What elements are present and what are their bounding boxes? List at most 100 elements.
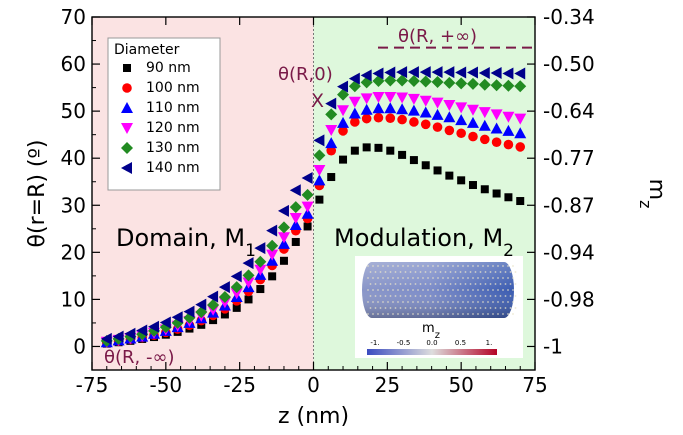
inset-spin-dot (477, 265, 479, 267)
data-point (339, 155, 348, 164)
inset-spin-dot (477, 313, 479, 315)
legend-item: 100 nm (122, 80, 200, 96)
data-point (279, 256, 288, 265)
data-point (301, 201, 314, 213)
x-axis-label: z (nm) (278, 404, 349, 429)
inset-spin-dot (499, 307, 502, 309)
data-point (455, 102, 468, 114)
inset-spin-dot (492, 289, 494, 291)
data-point (398, 150, 407, 159)
inset-spin-dot (452, 301, 454, 303)
inset-spin-dot (439, 307, 442, 309)
inset-spin-dot (384, 295, 387, 297)
data-point (516, 197, 525, 206)
inset-spin-dot (472, 313, 474, 315)
inset-spin-dot (482, 313, 484, 315)
inset-spin-dot (512, 289, 514, 291)
data-point (266, 224, 278, 237)
legend-marker (121, 162, 132, 174)
inset-spin-dot (467, 313, 469, 315)
inset-spin-dot (464, 295, 467, 297)
inset-spin-dot (377, 277, 379, 279)
colorbar-tick-label: -1. (370, 339, 379, 347)
inset-spin-dot (404, 295, 407, 297)
inset-spin-dot (399, 271, 402, 273)
data-point (338, 126, 348, 136)
inset-spin-dot (432, 289, 434, 291)
data-point (409, 156, 418, 165)
inset-spin-dot (417, 301, 419, 303)
data-point (409, 117, 419, 127)
x-tick-label: 0 (307, 373, 320, 397)
data-point (502, 111, 515, 123)
inset-spin-dot (514, 271, 517, 273)
data-point (207, 299, 220, 312)
inset-spin-dot (402, 313, 404, 315)
inset-spin-dot (494, 283, 497, 285)
x-tick-label: 50 (448, 373, 473, 397)
y2-axis-label: mz (637, 179, 670, 209)
x-tick-label: -75 (76, 373, 109, 397)
data-point (372, 92, 385, 104)
data-point (492, 189, 501, 198)
inset-spin-dot (417, 277, 419, 279)
inset-spin-dot (374, 307, 377, 309)
inset-spin-dot (474, 283, 477, 285)
data-point (232, 303, 241, 312)
inset-spin-dot (417, 289, 419, 291)
y-axis-label: θ(r=R) (º) (25, 140, 50, 248)
data-point (502, 79, 515, 92)
inset-spin-dot (414, 283, 417, 285)
data-point (445, 171, 454, 180)
data-point (337, 105, 350, 117)
data-point (466, 66, 478, 79)
inset-spin-dot (439, 295, 442, 297)
inset-spin-dot (502, 301, 504, 303)
data-point (183, 305, 195, 318)
data-point (443, 100, 456, 112)
inset-spin-dot (467, 265, 469, 267)
inset-spin-dot (442, 265, 444, 267)
colorbar-tick-label: -0.5 (397, 339, 411, 347)
data-point (301, 171, 313, 184)
data-point (431, 75, 444, 88)
inset-mz-label: mz (422, 321, 440, 341)
inset-spin-dot (424, 295, 427, 297)
y2-tick-label: -1 (543, 334, 563, 358)
data-point (432, 122, 443, 132)
inset-spin-dot (484, 295, 487, 297)
data-point (254, 264, 267, 276)
data-point (396, 66, 408, 79)
inset-spin-dot (509, 307, 512, 309)
inset-spin-dot (369, 307, 372, 309)
inset-spin-dot (472, 265, 474, 267)
inset-spin-dot (402, 289, 404, 291)
legend-item: 130 nm (121, 140, 200, 156)
data-point (502, 124, 515, 136)
inset-spin-dot (462, 289, 464, 291)
inset-spin-dot (407, 277, 409, 279)
y-tick-label: 60 (61, 52, 86, 76)
data-point (503, 139, 514, 150)
x-tick-label: -50 (149, 373, 182, 397)
data-point (148, 320, 160, 333)
inset-spin-dot (512, 313, 514, 315)
data-point (348, 72, 360, 85)
inset-spin-dot (482, 277, 484, 279)
legend-item: 140 nm (121, 160, 200, 176)
data-point (396, 103, 409, 115)
inset-spin-dot (469, 271, 472, 273)
inset-spin-dot (497, 313, 499, 315)
data-point (313, 174, 326, 186)
inset-spin-dot (389, 307, 392, 309)
y-tick-label: 30 (61, 193, 86, 217)
data-point (433, 166, 442, 175)
inset-spin-dot (499, 295, 502, 297)
inset-spin-dot (512, 301, 514, 303)
inset-spin-dot (427, 289, 429, 291)
inset-spin-dot (412, 265, 414, 267)
data-point (315, 195, 324, 204)
inset-spin-dot (489, 307, 492, 309)
data-point (268, 272, 277, 281)
data-point (374, 143, 383, 152)
